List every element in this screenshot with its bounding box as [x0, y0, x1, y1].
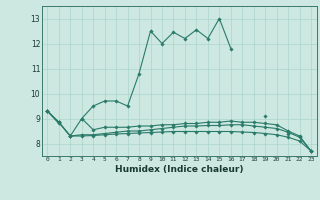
X-axis label: Humidex (Indice chaleur): Humidex (Indice chaleur) [115, 165, 244, 174]
